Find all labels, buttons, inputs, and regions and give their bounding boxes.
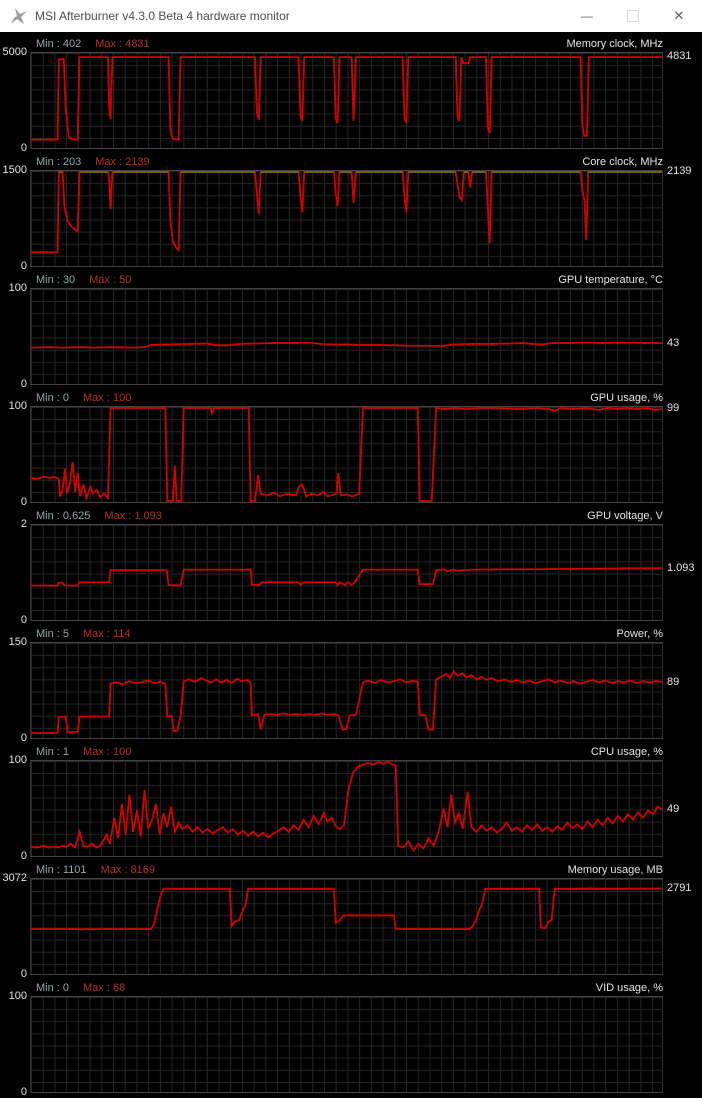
axis-min-label: 0 <box>20 968 27 980</box>
graph-plot-area <box>30 760 663 857</box>
max-value-label: Max : 68 <box>83 982 126 994</box>
current-value-label: 99 <box>667 401 680 414</box>
graph-plot-area <box>30 642 663 739</box>
axis-max-label: 100 <box>8 754 27 766</box>
graph-panel[interactable]: Min : 402 Max : 4831 Memory clock, MHz 5… <box>0 36 702 154</box>
graph-panel[interactable]: Min : 30 Max : 50 GPU temperature, °C 10… <box>0 272 702 390</box>
graph-plot-area <box>30 524 663 621</box>
graph-header: Min : 1101 Max : 8169 Memory usage, MB <box>36 863 663 877</box>
graph-panel[interactable]: Min : 203 Max : 2139 Core clock, MHz 150… <box>0 154 702 272</box>
graph-title: Memory clock, MHz <box>566 38 663 50</box>
afterburner-jet-icon <box>9 8 27 24</box>
max-value-label: Max : 2139 <box>95 156 150 168</box>
close-button[interactable]: ✕ <box>656 0 702 32</box>
graph-title: CPU usage, % <box>590 746 663 758</box>
minimize-icon: — <box>581 9 593 23</box>
current-value-label: 43 <box>667 337 680 350</box>
graph-header: Min : 1 Max : 100 CPU usage, % <box>36 745 663 759</box>
max-value-label: Max : 114 <box>83 628 131 640</box>
graph-header: Min : 0 Max : 100 GPU usage, % <box>36 391 663 405</box>
max-value-label: Max : 50 <box>89 274 132 286</box>
graph-panel[interactable]: Min : 0.625 Max : 1.093 GPU voltage, V 2… <box>0 508 702 626</box>
graph-plot-area <box>30 406 663 503</box>
current-value-label: 2139 <box>667 165 692 177</box>
graph-panel[interactable]: Min : 0 Max : 100 GPU usage, % 100 0 99 <box>0 390 702 508</box>
min-value-label: Min : 203 <box>36 156 82 168</box>
graph-header: Min : 0.625 Max : 1.093 GPU voltage, V <box>36 509 663 523</box>
graph-panel[interactable]: Min : 5 Max : 114 Power, % 150 0 89 <box>0 626 702 744</box>
graph-plot-area <box>30 996 663 1093</box>
graph-header: Min : 203 Max : 2139 Core clock, MHz <box>36 155 663 169</box>
graph-title: GPU temperature, °C <box>558 274 663 286</box>
graph-header: Min : 402 Max : 4831 Memory clock, MHz <box>36 37 663 51</box>
current-value-label: 49 <box>667 803 680 816</box>
graph-title: Power, % <box>616 628 663 640</box>
min-value-label: Min : 0 <box>36 392 70 404</box>
axis-min-label: 0 <box>20 1086 27 1098</box>
maximize-icon <box>627 10 639 22</box>
axis-max-label: 150 <box>8 636 27 648</box>
graph-title: Memory usage, MB <box>567 864 663 876</box>
graph-header: Min : 0 Max : 68 VID usage, % <box>36 981 663 995</box>
graph-panel[interactable]: Min : 1 Max : 100 CPU usage, % 100 0 49 <box>0 744 702 862</box>
maximize-button[interactable] <box>610 0 656 32</box>
graph-plot-area <box>30 170 663 267</box>
min-value-label: Min : 1101 <box>36 864 87 876</box>
graph-panel[interactable]: Min : 1101 Max : 8169 Memory usage, MB 3… <box>0 862 702 980</box>
graph-plot-area <box>30 52 663 149</box>
axis-max-label: 5000 <box>2 46 27 58</box>
graph-title: GPU usage, % <box>590 392 663 404</box>
min-value-label: Min : 5 <box>36 628 70 640</box>
window-titlebar: MSI Afterburner v4.3.0 Beta 4 hardware m… <box>0 0 702 32</box>
axis-min-label: 0 <box>20 260 27 272</box>
graph-plot-area <box>30 878 663 975</box>
axis-min-label: 0 <box>20 142 27 154</box>
min-value-label: Min : 0.625 <box>36 510 91 522</box>
current-value-label: 89 <box>667 675 680 688</box>
axis-max-label: 100 <box>8 282 27 294</box>
current-value-label: 1.093 <box>667 562 695 575</box>
window-title: MSI Afterburner v4.3.0 Beta 4 hardware m… <box>35 9 290 23</box>
axis-min-label: 0 <box>20 496 27 508</box>
current-value-label: 4831 <box>667 50 692 63</box>
max-value-label: Max : 8169 <box>100 864 155 876</box>
graph-title: Core clock, MHz <box>582 156 663 168</box>
minimize-button[interactable]: — <box>564 0 610 32</box>
min-value-label: Min : 0 <box>36 982 70 994</box>
axis-max-label: 2 <box>20 518 27 530</box>
graph-title: GPU voltage, V <box>587 510 663 522</box>
axis-max-label: 3072 <box>2 872 27 884</box>
graph-header: Min : 5 Max : 114 Power, % <box>36 627 663 641</box>
min-value-label: Min : 1 <box>36 746 70 758</box>
axis-min-label: 0 <box>20 378 27 390</box>
axis-max-label: 100 <box>8 990 27 1002</box>
axis-max-label: 100 <box>8 400 27 412</box>
current-value-label: 2791 <box>667 881 692 894</box>
min-value-label: Min : 30 <box>36 274 76 286</box>
graph-plot-area <box>30 288 663 385</box>
axis-max-label: 1500 <box>2 164 27 176</box>
graph-title: VID usage, % <box>595 982 663 994</box>
max-value-label: Max : 100 <box>83 392 132 404</box>
axis-min-label: 0 <box>20 850 27 862</box>
min-value-label: Min : 402 <box>36 38 82 50</box>
close-icon: ✕ <box>673 8 685 23</box>
graph-panel[interactable]: Min : 0 Max : 68 VID usage, % 100 0 <box>0 980 702 1098</box>
max-value-label: Max : 1.093 <box>104 510 162 522</box>
axis-min-label: 0 <box>20 732 27 744</box>
axis-min-label: 0 <box>20 614 27 626</box>
graph-header: Min : 30 Max : 50 GPU temperature, °C <box>36 273 663 287</box>
max-value-label: Max : 100 <box>83 746 132 758</box>
monitor-panels: Min : 402 Max : 4831 Memory clock, MHz 5… <box>0 32 702 1098</box>
max-value-label: Max : 4831 <box>95 38 150 50</box>
